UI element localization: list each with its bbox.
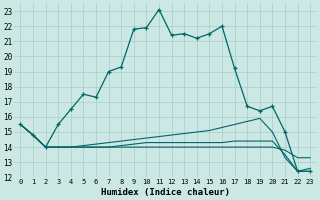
X-axis label: Humidex (Indice chaleur): Humidex (Indice chaleur) [101, 188, 230, 197]
